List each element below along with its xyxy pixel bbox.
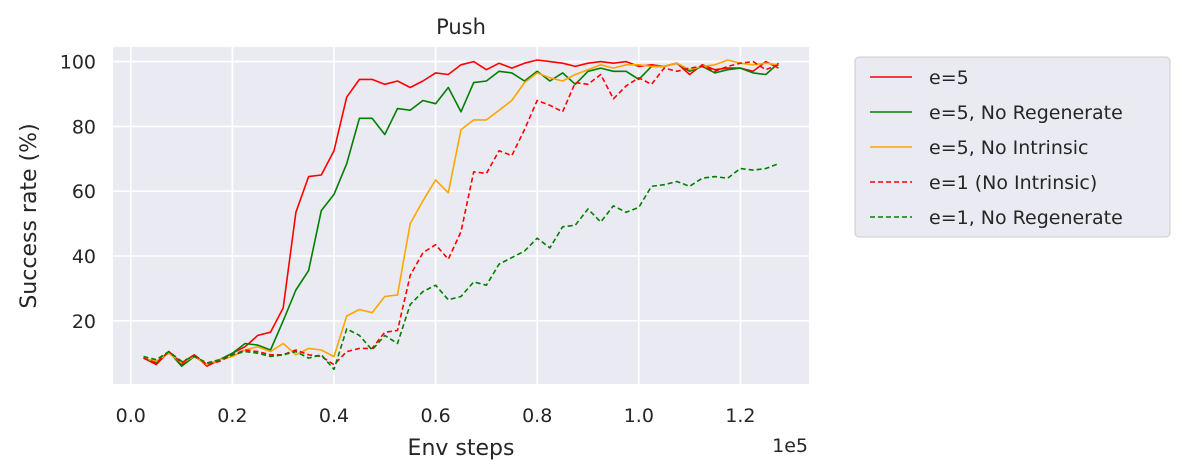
legend-label: e=1 (No Intrinsic) — [929, 172, 1097, 194]
x-tick-label: 0.8 — [522, 405, 552, 427]
legend: e=5 e=5, No Regenerate e=5, No Intrinsic e=… — [854, 56, 1171, 238]
x-tick-label: 1.2 — [725, 405, 755, 427]
legend-label: e=5, No Intrinsic — [929, 137, 1089, 159]
y-tick-labels: 20 40 60 80 100 — [60, 52, 96, 333]
x-tick-label: 1.0 — [624, 405, 654, 427]
y-tick-label: 60 — [72, 181, 96, 203]
x-scale-label: 1e5 — [772, 435, 808, 457]
legend-box — [854, 56, 1171, 238]
x-tick-labels: 0.0 0.2 0.4 0.6 0.8 1.0 1.2 — [116, 405, 756, 427]
y-tick-label: 100 — [60, 52, 96, 74]
y-tick-label: 80 — [72, 116, 96, 138]
legend-label: e=1, No Regenerate — [929, 207, 1123, 229]
chart-title: Push — [436, 15, 486, 39]
series-line — [143, 59, 779, 366]
y-tick-label: 40 — [72, 246, 96, 268]
plot-background — [113, 47, 809, 384]
y-axis-label: Success rate (%) — [17, 123, 42, 308]
series-line — [143, 60, 779, 366]
x-tick-label: 0.6 — [420, 405, 450, 427]
series-lines — [143, 59, 780, 371]
series-line — [143, 162, 779, 371]
x-tick-label: 0.2 — [217, 405, 247, 427]
grid-lines — [113, 47, 809, 384]
x-axis-label: Env steps — [408, 436, 515, 461]
x-tick-label: 0.0 — [116, 405, 146, 427]
legend-label: e=5, No Regenerate — [929, 102, 1123, 124]
x-tick-label: 0.4 — [319, 405, 349, 427]
y-tick-label: 20 — [72, 311, 96, 333]
legend-label: e=5 — [929, 67, 969, 89]
